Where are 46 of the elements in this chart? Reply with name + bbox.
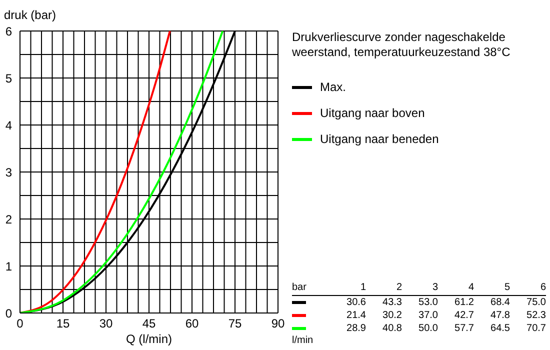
y-tick-label: 4	[5, 118, 12, 132]
text: 30.2	[382, 310, 402, 321]
text: 21.4	[346, 310, 366, 321]
text: 40.8	[382, 323, 402, 334]
text: 50.0	[418, 323, 438, 334]
text: 52.3	[526, 310, 546, 321]
text: 64.5	[490, 323, 510, 334]
x-axis-title: Q (l/min)	[125, 332, 173, 346]
text: 70.7	[526, 323, 546, 334]
x-tick-label: 30	[99, 316, 113, 331]
x-tick-label: 0	[16, 316, 24, 331]
text: 42.7	[454, 310, 474, 321]
x-tick-label: 75	[228, 316, 242, 331]
text: 1	[359, 282, 366, 295]
text: l/min	[292, 335, 314, 347]
text: 53.0	[418, 297, 438, 308]
legend-label: Uitgang naar boven	[320, 106, 425, 120]
y-axis-title: druk (bar)	[4, 8, 56, 22]
x-tick-label: 60	[185, 316, 199, 331]
text: 5	[503, 282, 510, 295]
y-tick-label: 1	[5, 259, 12, 274]
y-tick-label: 0	[5, 306, 12, 320]
text: 4	[467, 282, 474, 295]
text: 2	[395, 282, 402, 295]
text: 43.3	[382, 297, 402, 308]
text: 68.4	[490, 297, 510, 308]
text: bar	[292, 282, 308, 295]
y-tick-label: 2	[5, 212, 12, 226]
y-tick-label: 6	[5, 24, 12, 38]
legend-label: Uitgang naar beneden	[320, 132, 439, 146]
text: 61.2	[454, 297, 474, 308]
text: 57.7	[454, 323, 474, 334]
text: 28.9	[346, 323, 366, 334]
text: 6	[539, 282, 546, 295]
x-tick-label: 90	[271, 316, 285, 331]
y-tick-label: 3	[5, 165, 12, 180]
text: 75.0	[526, 297, 546, 308]
text: 3	[431, 282, 438, 295]
y-tick-label: 5	[5, 71, 12, 86]
x-tick-label: 45	[142, 316, 156, 331]
text: 47.8	[490, 310, 510, 321]
x-tick-label: 15	[56, 316, 70, 331]
legend-title: Drukverliescurve zonder nageschakelde weerstand, temperatuurkeuzestand 38°C	[292, 30, 512, 60]
text: 37.0	[418, 310, 438, 321]
text: 30.6	[346, 297, 366, 308]
legend-label: Max.	[320, 80, 346, 94]
